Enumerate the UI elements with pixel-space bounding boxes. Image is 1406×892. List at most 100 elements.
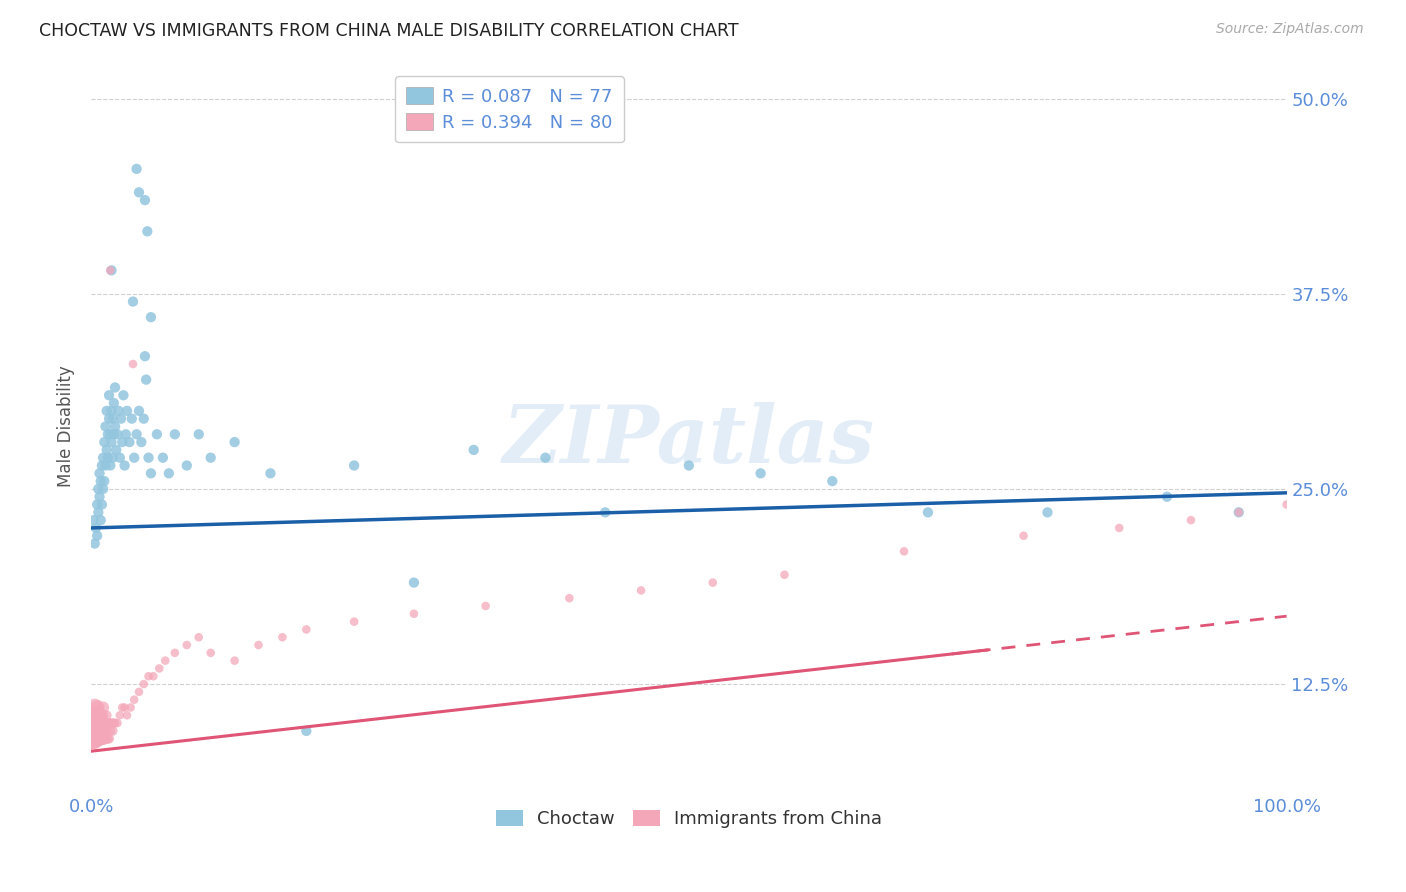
Point (82, 716, 104, 731)
Point (271, 630, 294, 644)
Point (107, 404, 129, 418)
Point (128, 186, 150, 200)
Point (91, 482, 114, 496)
Point (343, 458, 366, 473)
Point (121, 411, 143, 425)
Point (93, 435, 115, 450)
Point (98, 716, 121, 731)
Point (114, 458, 136, 473)
Point (135, 373, 157, 387)
Point (94, 458, 117, 473)
Point (97, 450, 120, 465)
Point (138, 450, 160, 465)
Point (176, 638, 198, 652)
Point (402, 575, 425, 590)
Point (155, 654, 177, 668)
Point (1036, 505, 1059, 519)
Point (87, 731, 110, 746)
Point (118, 435, 141, 450)
Point (125, 161, 148, 176)
Point (108, 450, 131, 465)
Point (463, 442, 485, 457)
Point (122, 450, 145, 465)
Point (94, 731, 117, 746)
Point (104, 419, 127, 434)
Text: CHOCTAW VS IMMIGRANTS FROM CHINA MALE DISABILITY CORRELATION CHART: CHOCTAW VS IMMIGRANTS FROM CHINA MALE DI… (39, 22, 740, 40)
Point (89, 731, 111, 746)
Point (98, 731, 121, 746)
Point (187, 630, 209, 644)
Point (87, 505, 110, 519)
Point (86, 731, 108, 746)
Point (122, 692, 145, 706)
Point (83, 723, 105, 738)
Point (122, 357, 145, 371)
Point (96, 708, 118, 723)
Point (97, 731, 120, 746)
Point (132, 677, 155, 691)
Point (134, 349, 156, 363)
Point (83, 536, 105, 550)
Point (295, 723, 318, 738)
Point (100, 404, 122, 418)
Point (534, 450, 557, 465)
Point (702, 575, 724, 590)
Point (139, 310, 162, 325)
Point (134, 193, 156, 207)
Text: ZIPatlas: ZIPatlas (503, 402, 875, 480)
Point (343, 615, 366, 629)
Point (101, 450, 124, 465)
Point (91, 700, 114, 714)
Point (90, 731, 112, 746)
Point (90, 723, 112, 738)
Point (86, 716, 108, 731)
Point (89, 467, 111, 481)
Point (1227, 505, 1250, 519)
Point (87, 723, 110, 738)
Point (96, 442, 118, 457)
Point (1180, 513, 1202, 527)
Point (90, 474, 112, 488)
Point (893, 544, 915, 558)
Point (259, 467, 281, 481)
Point (122, 294, 145, 309)
Point (163, 427, 186, 442)
Point (87, 708, 110, 723)
Point (91, 450, 114, 465)
Point (91, 723, 114, 738)
Point (247, 638, 270, 652)
Point (100, 435, 122, 450)
Point (103, 716, 125, 731)
Point (200, 450, 222, 465)
Point (101, 723, 124, 738)
Point (132, 411, 155, 425)
Point (163, 646, 186, 660)
Point (90, 708, 112, 723)
Point (93, 474, 115, 488)
Point (90, 723, 112, 738)
Point (83, 700, 105, 714)
Point (138, 669, 160, 683)
Point (84, 731, 107, 746)
Point (110, 411, 132, 425)
Point (115, 404, 138, 418)
Point (136, 224, 159, 238)
Point (128, 685, 150, 699)
Point (295, 623, 318, 637)
Point (114, 427, 136, 442)
Point (80, 729, 103, 743)
Point (90, 513, 112, 527)
Point (84, 708, 107, 723)
Point (93, 716, 115, 731)
Point (187, 427, 209, 442)
Point (108, 708, 131, 723)
Point (83, 731, 105, 746)
Point (98, 263, 121, 277)
Point (105, 442, 128, 457)
Point (83, 708, 105, 723)
Point (821, 474, 844, 488)
Point (1012, 529, 1035, 543)
Point (139, 467, 162, 481)
Point (89, 490, 111, 504)
Point (104, 380, 127, 394)
